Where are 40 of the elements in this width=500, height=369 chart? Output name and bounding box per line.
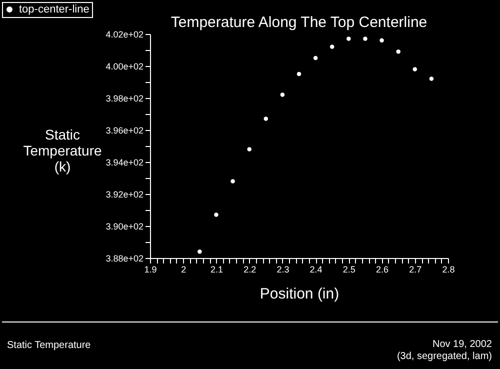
point (313, 56, 318, 60)
point (380, 38, 384, 43)
point (198, 249, 202, 254)
x-tick-label: 2.3 (276, 264, 290, 274)
text: (3d, segregated, lam) (396, 351, 492, 362)
y-tick-label: 3.92e+02 (106, 190, 144, 200)
x-tick-label: 2.8 (442, 264, 455, 274)
text: Nov 19, 2002 (432, 339, 492, 350)
y-tick-label: 3.88e+02 (106, 254, 144, 264)
point (429, 76, 434, 81)
x-tick-label: 1.9 (144, 264, 157, 274)
point (396, 49, 400, 54)
y-tick-label: 4.00e+02 (106, 62, 144, 72)
point (412, 67, 418, 72)
point (296, 72, 302, 76)
y-axis-title: Static Temperature (k) (23, 126, 102, 174)
y-tick-label: 3.90e+02 (106, 222, 144, 232)
y-tick-label: 4.02e+02 (106, 30, 144, 40)
x-tick-label: 2 (181, 264, 186, 274)
x-axis-title: Position (in) (260, 286, 340, 302)
x-tick-label: 2.4 (310, 264, 322, 274)
legend-label: top-center-line (19, 4, 90, 16)
y-tick-label: 3.98e+02 (106, 94, 144, 104)
x-tick-label: 2.5 (342, 264, 356, 274)
x-tick-label: 2.6 (376, 264, 389, 274)
point (346, 36, 351, 41)
point (363, 36, 368, 41)
point (230, 179, 235, 184)
text: Static Temperature (7, 340, 92, 351)
chart-title: Temperature Along The Top Centerline (170, 14, 428, 31)
x-tick-label: 2.2 (244, 264, 256, 274)
point (280, 92, 285, 97)
y-tick-label: 3.94e+02 (106, 158, 144, 168)
point (214, 212, 218, 217)
y-tick-label: 3.96e+02 (106, 126, 144, 136)
x-tick-label: 2.1 (210, 264, 223, 274)
point (247, 147, 252, 152)
point (330, 44, 334, 49)
x-tick-label: 2.7 (409, 264, 422, 274)
point (264, 116, 268, 121)
